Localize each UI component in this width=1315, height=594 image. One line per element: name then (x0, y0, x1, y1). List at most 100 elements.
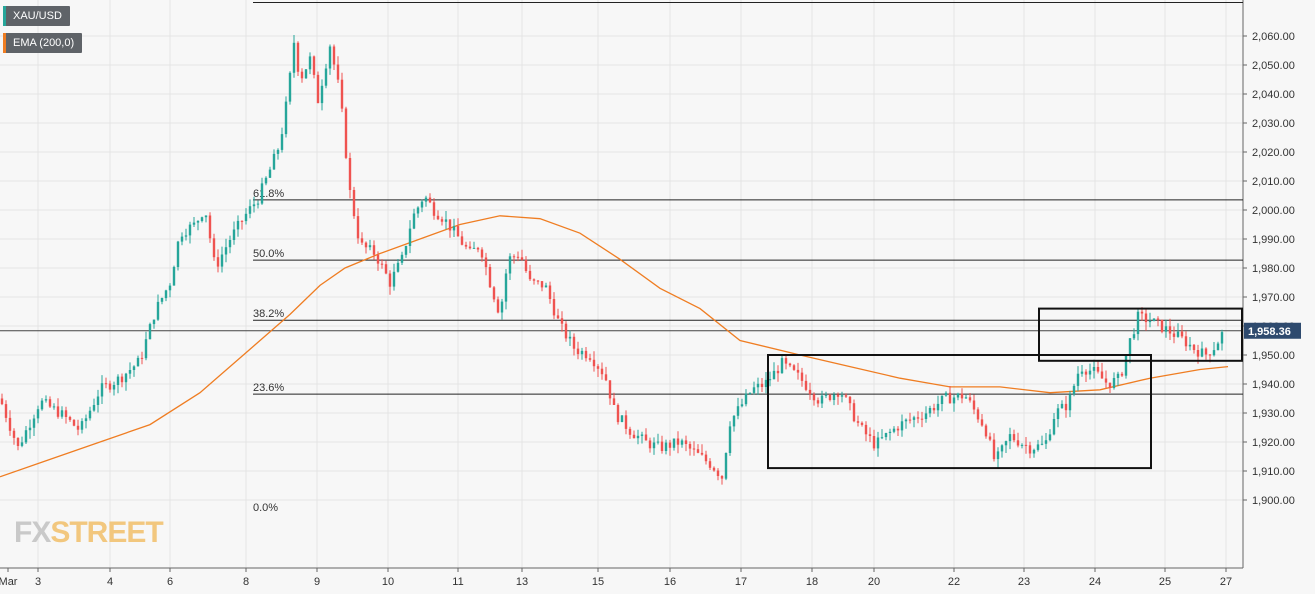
candle-body (748, 392, 752, 394)
candle-body (956, 393, 960, 398)
candle-body (476, 247, 480, 250)
candle-body (1180, 331, 1184, 337)
candle-body (1148, 321, 1152, 323)
candle-body (764, 379, 768, 387)
y-tick-label: 2,020.00 (1252, 147, 1295, 159)
candle-body (1048, 434, 1052, 441)
candle-body (644, 434, 648, 441)
candle-body (524, 259, 528, 271)
candle-body (396, 262, 400, 272)
candle-body (796, 369, 800, 373)
candle-body (800, 372, 804, 381)
candle-body (804, 380, 808, 390)
x-tick-label: 6 (167, 576, 173, 588)
candle-body (780, 358, 784, 374)
candle-body (708, 461, 712, 468)
candle-body (44, 399, 48, 401)
candle-body (1092, 367, 1096, 371)
candle-body (1032, 449, 1036, 454)
candle-body (196, 220, 200, 223)
candle-body (832, 394, 836, 400)
candle-body (152, 319, 156, 325)
candle-body (16, 437, 20, 446)
candle-body (636, 435, 640, 439)
candle-body (1176, 331, 1180, 337)
candle-body (512, 256, 516, 258)
candle-body (696, 449, 700, 453)
candle-body (788, 363, 792, 366)
candle-body (568, 336, 572, 339)
candle-body (372, 245, 376, 255)
candle-body (308, 56, 312, 70)
candle-body (108, 383, 112, 390)
candle-body (100, 383, 104, 397)
candle-body (720, 476, 724, 479)
candle-body (688, 444, 692, 449)
candle-body (1144, 313, 1148, 323)
candle-body (996, 451, 1000, 460)
x-tick-label: 22 (948, 576, 960, 588)
candle-body (280, 134, 284, 150)
consolidation-box (767, 354, 1152, 470)
y-tick-label: 1,920.00 (1252, 437, 1295, 449)
candle-body (596, 366, 600, 369)
x-tick-label: 13 (516, 576, 528, 588)
candle-body (96, 396, 100, 405)
candle-body (728, 426, 732, 453)
candle-body (1000, 445, 1004, 452)
y-tick-label: 2,010.00 (1252, 176, 1295, 188)
candle-body (744, 393, 748, 405)
candle-body (704, 454, 708, 462)
candle-body (904, 419, 908, 422)
candle-body (140, 357, 144, 359)
candle-body (72, 419, 76, 426)
candle-body (584, 350, 588, 359)
x-tick-label: 23 (1018, 576, 1030, 588)
candle-body (1168, 326, 1172, 334)
candle-body (256, 203, 260, 205)
x-tick-label: 25 (1159, 576, 1171, 588)
candle-body (668, 442, 672, 448)
candle-body (840, 395, 844, 397)
candle-body (712, 467, 716, 471)
candle-body (508, 256, 512, 274)
y-tick-label: 1,910.00 (1252, 466, 1295, 478)
x-tick-label: 10 (382, 576, 394, 588)
candle-body (528, 270, 532, 280)
x-tick-label: Mar (0, 576, 18, 588)
candle-body (1116, 373, 1120, 378)
candle-body (92, 405, 96, 411)
candle-body (1152, 318, 1156, 322)
candle-body (620, 415, 624, 422)
candle-body (168, 285, 172, 291)
candle-body (392, 271, 396, 287)
candle-body (60, 410, 64, 417)
candle-body (896, 428, 900, 431)
candle-body (240, 220, 244, 222)
legend-symbol[interactable]: XAU/USD (3, 6, 70, 26)
candle-body (292, 42, 296, 73)
candle-body (676, 438, 680, 445)
candle-body (180, 236, 184, 242)
candle-body (640, 434, 644, 436)
candle-body (608, 380, 612, 399)
candle-body (628, 428, 632, 435)
candle-body (1136, 311, 1140, 335)
candle-body (504, 273, 508, 302)
candle-body (908, 419, 912, 421)
candle-body (204, 215, 208, 218)
candle-body (1204, 348, 1208, 355)
y-tick-label: 2,030.00 (1252, 118, 1295, 130)
candle-body (564, 323, 568, 339)
candle-body (772, 370, 776, 380)
candle-body (680, 440, 684, 445)
consolidation-box (1038, 307, 1243, 362)
candle-body (200, 217, 204, 221)
legend-ema[interactable]: EMA (200,0) (3, 33, 83, 53)
candle-body (276, 149, 280, 154)
candle-body (556, 315, 560, 319)
candle-body (812, 394, 816, 401)
candle-body (352, 190, 356, 217)
candle-body (1088, 370, 1092, 375)
